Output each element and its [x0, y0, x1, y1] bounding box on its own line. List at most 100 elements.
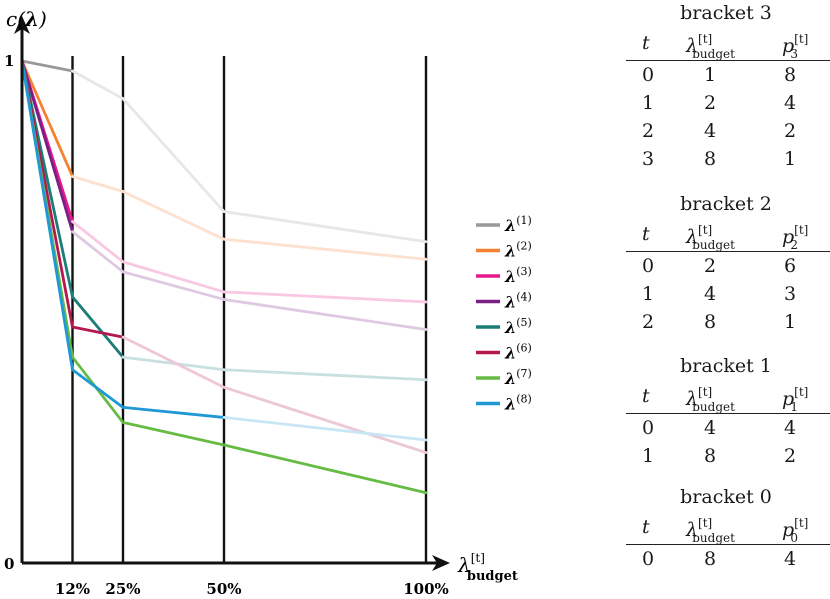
series-8-segment-2 [71, 368, 125, 409]
series-6-segment-3 [121, 335, 226, 389]
series-4-segment-1 [20, 59, 74, 234]
table-cell: 8 [703, 445, 717, 467]
table-cell: 1 [641, 445, 655, 467]
x-axis-label: λ[t] budget [457, 551, 518, 584]
legend-label-8: λ(8) [504, 393, 532, 414]
series-1-segment-3 [121, 97, 226, 214]
table-cell: 4 [703, 417, 717, 439]
table-cell: 1 [703, 64, 717, 86]
column-header-p: p[t]2 [782, 223, 809, 252]
series-7-segment-4 [222, 443, 428, 495]
column-header-t: t [642, 32, 650, 54]
chart-series-lines [20, 59, 428, 495]
table-cell: 3 [641, 148, 655, 170]
table-cell: 8 [703, 548, 717, 570]
table-cell: 1 [641, 92, 655, 114]
table-header-rule [626, 413, 830, 414]
table-cell: 2 [783, 445, 797, 467]
table-cell: 1 [783, 311, 797, 333]
x-tick-label-3: 50% [206, 580, 241, 598]
column-header-lambda-budget: λ[t]budget [686, 516, 735, 545]
table-cell: 2 [641, 120, 655, 142]
table-cell: 2 [783, 120, 797, 142]
x-tick-label-2: 25% [105, 580, 140, 598]
series-4-segment-2 [71, 230, 125, 274]
series-8-segment-3 [121, 405, 226, 419]
series-2-segment-1 [20, 59, 74, 178]
column-header-lambda-budget: λ[t]budget [686, 223, 735, 252]
series-1-segment-4 [222, 210, 428, 244]
series-7-segment-3 [121, 421, 226, 447]
table-cell: 1 [783, 148, 797, 170]
chart-tick-labels: 12% 25% 50% 100% 0 1 [4, 52, 449, 598]
y-axis-arrow [14, 16, 30, 34]
table-header-rule [626, 60, 830, 61]
bracket-table-title: bracket 3 [680, 2, 772, 24]
y-tick-label-0: 0 [4, 555, 14, 573]
legend-label-6: λ(6) [504, 342, 532, 363]
table-cell: 1 [641, 283, 655, 305]
series-4-segment-4 [222, 298, 428, 331]
column-header-p: p[t]1 [782, 385, 809, 414]
series-4-segment-3 [121, 270, 226, 301]
table-cell: 8 [703, 148, 717, 170]
series-8-segment-1 [20, 59, 74, 372]
series-3-segment-3 [121, 260, 226, 294]
table-cell: 3 [783, 283, 797, 305]
table-cell: 4 [783, 92, 797, 114]
legend-label-3: λ(3) [504, 265, 532, 286]
table-header-rule [626, 544, 830, 545]
series-2-segment-3 [121, 190, 226, 241]
bracket-table-title: bracket 2 [680, 193, 772, 215]
legend-label-5: λ(5) [504, 316, 532, 337]
series-6-segment-2 [71, 325, 125, 339]
x-axis-arrow [432, 555, 450, 571]
column-header-p: p[t]0 [782, 516, 809, 545]
table-cell: 2 [703, 92, 717, 114]
series-3-segment-4 [222, 290, 428, 304]
series-6-segment-4 [222, 385, 428, 454]
x-tick-label-1: 12% [55, 580, 90, 598]
table-cell: 8 [703, 311, 717, 333]
series-1-segment-2 [71, 69, 125, 101]
series-8-segment-4 [222, 416, 428, 442]
table-cell: 0 [641, 417, 655, 439]
table-cell: 0 [641, 64, 655, 86]
series-1-segment-1 [20, 59, 74, 73]
table-header-rule [626, 251, 830, 252]
table-cell: 2 [641, 311, 655, 333]
table-cell: 0 [641, 548, 655, 570]
y-axis-label: c(λ) [6, 7, 47, 31]
legend-label-1: λ(1) [504, 214, 532, 235]
table-cell: 4 [783, 548, 797, 570]
bracket-table-title: bracket 1 [680, 355, 772, 377]
table-cell: 0 [641, 255, 655, 277]
series-2-segment-2 [71, 175, 125, 193]
table-cell: 6 [783, 255, 797, 277]
x-tick-label-4: 100% [403, 580, 449, 598]
legend-label-4: λ(4) [504, 291, 532, 312]
table-cell: 4 [783, 417, 797, 439]
column-header-lambda-budget: λ[t]budget [686, 385, 735, 414]
column-header-t: t [642, 385, 650, 407]
y-tick-label-1: 1 [4, 52, 14, 70]
chart-axes [14, 16, 450, 571]
table-cell: 4 [703, 283, 717, 305]
chart-legend: λ(1) λ(2) λ(3) λ(4) λ(5) λ(6) λ(7) λ(8) [476, 214, 532, 414]
series-5-segment-2 [71, 295, 125, 359]
column-header-t: t [642, 516, 650, 538]
column-header-p: p[t]3 [782, 32, 809, 61]
series-3-segment-2 [71, 220, 125, 264]
column-header-lambda-budget: λ[t]budget [686, 32, 735, 61]
legend-label-2: λ(2) [504, 240, 532, 261]
column-header-t: t [642, 223, 650, 245]
chart: 12% 25% 50% 100% 0 1 λ(1) λ(2) λ(3) λ(4) λ(5) λ(6)… [4, 7, 532, 598]
chart-gridlines [71, 56, 428, 563]
table-cell: 8 [783, 64, 797, 86]
table-cell: 4 [703, 120, 717, 142]
series-2-segment-4 [222, 237, 428, 261]
series-5-segment-4 [222, 368, 428, 382]
table-cell: 2 [703, 255, 717, 277]
bracket-table-title: bracket 0 [680, 486, 772, 508]
legend-label-7: λ(7) [504, 367, 532, 388]
